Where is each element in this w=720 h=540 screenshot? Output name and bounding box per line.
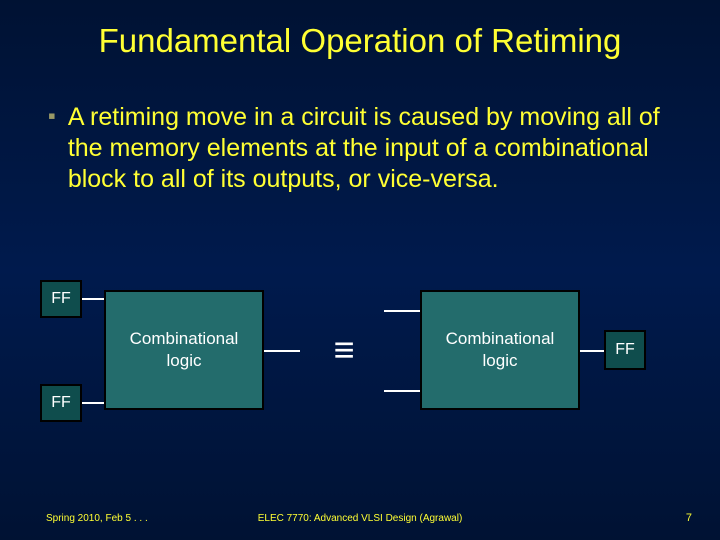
wire <box>384 390 420 392</box>
ff-label: FF <box>51 394 71 412</box>
ff-label: FF <box>615 341 635 359</box>
wire <box>580 350 604 352</box>
comb-box-right: Combinational logic <box>420 290 580 410</box>
bullet-square-icon: ▪ <box>48 102 56 130</box>
ff-box-top-left: FF <box>40 280 82 318</box>
wire <box>82 298 104 300</box>
bullet-text: A retiming move in a circuit is caused b… <box>68 102 684 195</box>
footer-right: 7 <box>686 512 692 524</box>
slide: Fundamental Operation of Retiming ▪ A re… <box>0 0 720 540</box>
wire <box>384 310 420 312</box>
bullet-row: ▪ A retiming move in a circuit is caused… <box>48 102 684 195</box>
ff-label: FF <box>51 290 71 308</box>
footer-center: ELEC 7770: Advanced VLSI Design (Agrawal… <box>0 513 720 524</box>
equiv-symbol: ≡ <box>324 326 364 374</box>
retiming-diagram: FF FF Combinational logic ≡ Combinationa… <box>40 280 680 450</box>
slide-title: Fundamental Operation of Retiming <box>0 22 720 60</box>
comb-label: Combinational logic <box>446 328 555 372</box>
wire <box>264 350 300 352</box>
ff-box-bot-left: FF <box>40 384 82 422</box>
ff-box-right: FF <box>604 330 646 370</box>
comb-label: Combinational logic <box>130 328 239 372</box>
wire <box>82 402 104 404</box>
comb-box-left: Combinational logic <box>104 290 264 410</box>
